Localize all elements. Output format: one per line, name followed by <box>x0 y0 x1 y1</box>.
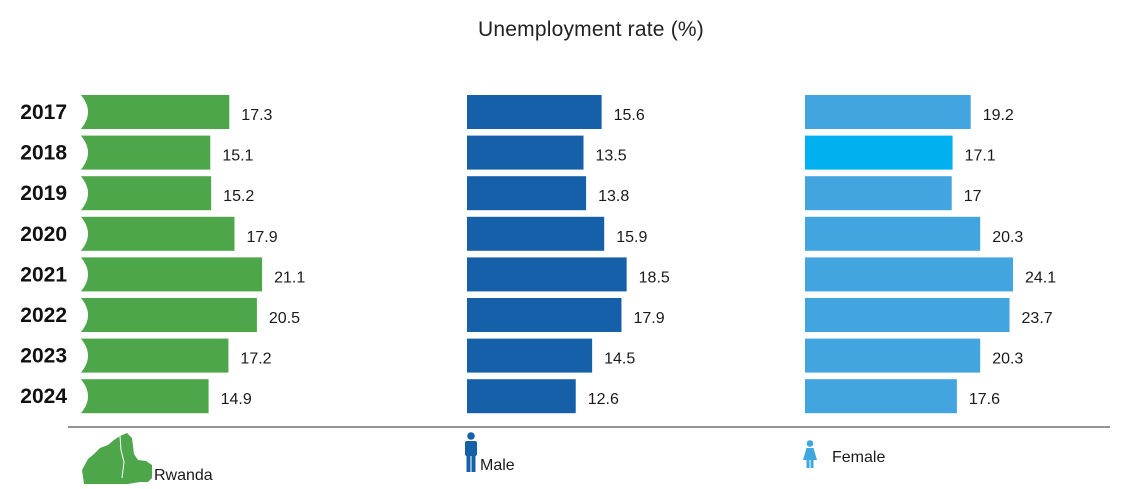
bar-notch <box>80 134 88 171</box>
value-label-female: 17.1 <box>965 148 996 165</box>
bar-notch <box>80 297 88 333</box>
bar-rwanda-2024 <box>80 379 209 414</box>
bar-male-2021 <box>467 257 627 292</box>
value-label-male: 14.5 <box>604 351 635 368</box>
year-label: 2023 <box>20 345 67 368</box>
bar-notch <box>80 215 88 252</box>
legend-label-female: Female <box>832 449 886 466</box>
bar-notch <box>80 256 88 293</box>
bar-female-2022 <box>805 298 1010 332</box>
value-label-female: 20.3 <box>992 229 1023 246</box>
value-label-female: 24.1 <box>1025 269 1056 286</box>
value-label-rwanda: 17.2 <box>240 351 271 368</box>
bar-male-2023 <box>467 338 593 373</box>
bar-notch <box>80 175 88 212</box>
legend-rwanda: Rwanda <box>80 432 213 489</box>
value-label-female: 17 <box>964 188 982 205</box>
legend-female: Female <box>802 440 885 473</box>
value-labels: 17.3 15.1 15.2 17.9 21.1 20.5 17.2 14.9 15.6 13.5… <box>221 107 1057 408</box>
bar-notch <box>80 337 88 374</box>
bar-male-2018 <box>467 135 584 170</box>
bar-female-2021 <box>805 257 1013 292</box>
bar-male-2020 <box>467 216 605 251</box>
bar-male-2019 <box>467 176 587 211</box>
bar-rwanda-2022 <box>80 298 257 332</box>
bar-rwanda-2021 <box>80 257 263 292</box>
bars <box>80 94 1013 415</box>
bar-notch <box>80 94 88 130</box>
value-label-female: 23.7 <box>1022 310 1053 327</box>
rwanda-map-icon <box>80 432 152 489</box>
bar-rwanda-2020 <box>80 216 235 251</box>
chart-title: Unemployment rate (%) <box>478 18 704 41</box>
value-label-rwanda: 21.1 <box>274 269 305 286</box>
female-person-icon <box>802 440 818 473</box>
value-label-rwanda: 15.2 <box>223 188 254 205</box>
bar-rwanda-2018 <box>80 135 211 170</box>
bar-female-2024 <box>805 379 957 414</box>
year-label: 2017 <box>20 101 67 124</box>
value-label-rwanda: 17.3 <box>241 107 272 124</box>
bar-rwanda-2019 <box>80 176 212 211</box>
legend-label-male: Male <box>480 457 515 474</box>
year-label: 2022 <box>20 304 67 327</box>
value-label-male: 12.6 <box>588 391 619 408</box>
male-person-icon <box>464 432 478 477</box>
year-labels: 2017 2018 2019 2020 2021 2022 2023 2024 <box>20 101 67 408</box>
value-label-male: 17.9 <box>633 310 664 327</box>
value-label-male: 13.5 <box>596 148 627 165</box>
year-label: 2018 <box>20 142 67 165</box>
year-label: 2019 <box>20 182 67 205</box>
bar-rwanda-2017 <box>80 95 230 129</box>
bar-female-2019 <box>805 176 952 211</box>
bar-male-2022 <box>467 298 622 332</box>
value-label-male: 15.9 <box>616 229 647 246</box>
bar-notch <box>80 378 88 415</box>
year-label: 2020 <box>20 223 67 246</box>
legend-male: Male <box>464 432 515 477</box>
value-label-rwanda: 17.9 <box>246 229 277 246</box>
year-label: 2021 <box>20 263 67 286</box>
value-label-male: 15.6 <box>614 107 645 124</box>
bar-female-2018 <box>805 135 953 170</box>
value-label-male: 13.8 <box>598 188 629 205</box>
value-label-female: 20.3 <box>992 351 1023 368</box>
value-label-rwanda: 14.9 <box>221 391 252 408</box>
value-label-female: 17.6 <box>969 391 1000 408</box>
legend-label-rwanda: Rwanda <box>154 467 213 484</box>
value-label-female: 19.2 <box>983 107 1014 124</box>
value-label-rwanda: 15.1 <box>222 148 253 165</box>
bar-female-2023 <box>805 338 981 373</box>
bar-female-2017 <box>805 95 971 129</box>
bar-male-2017 <box>467 95 602 129</box>
year-label: 2024 <box>20 385 67 408</box>
bar-male-2024 <box>467 379 576 414</box>
bar-female-2020 <box>805 216 981 251</box>
bar-rwanda-2023 <box>80 338 229 373</box>
value-label-rwanda: 20.5 <box>269 310 300 327</box>
value-label-male: 18.5 <box>639 269 670 286</box>
